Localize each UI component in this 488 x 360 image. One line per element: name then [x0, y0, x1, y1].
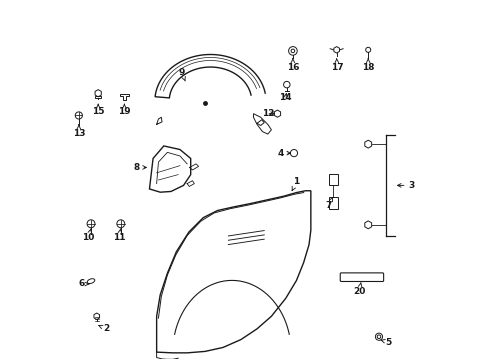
- Text: 20: 20: [352, 283, 365, 296]
- Text: 17: 17: [330, 58, 343, 72]
- Text: 9: 9: [178, 68, 185, 81]
- Text: 18: 18: [361, 58, 374, 72]
- Text: 7: 7: [325, 198, 332, 210]
- Bar: [328, 197, 337, 209]
- Text: 4: 4: [277, 149, 290, 158]
- Text: 6: 6: [78, 279, 89, 288]
- Text: 16: 16: [286, 58, 299, 72]
- Text: 14: 14: [279, 93, 291, 102]
- Text: 13: 13: [72, 125, 85, 138]
- Text: 19: 19: [118, 104, 130, 116]
- Text: 12: 12: [261, 109, 274, 118]
- Text: 5: 5: [380, 338, 390, 347]
- Text: 3: 3: [397, 181, 413, 190]
- Text: 1: 1: [291, 177, 299, 190]
- Text: 11: 11: [113, 229, 125, 242]
- Text: 8: 8: [134, 163, 146, 172]
- Bar: [95, 96, 101, 98]
- Text: 15: 15: [92, 104, 104, 116]
- Bar: [328, 174, 337, 185]
- Text: 10: 10: [82, 229, 95, 242]
- Text: 2: 2: [99, 324, 109, 333]
